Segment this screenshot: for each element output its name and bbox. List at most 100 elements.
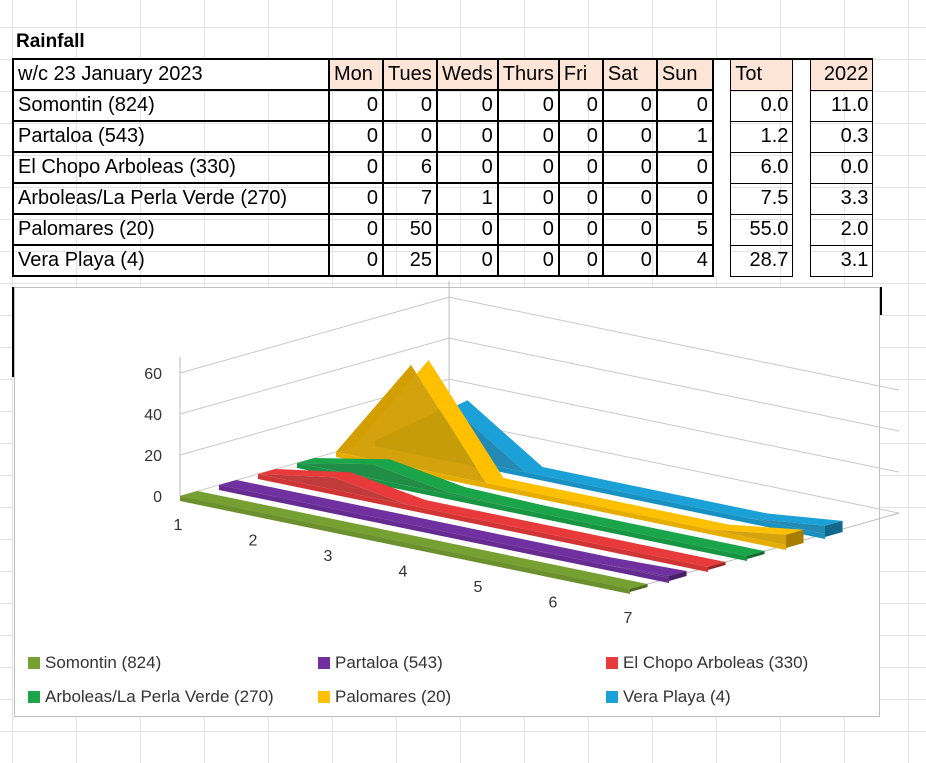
- series-end-cap: [747, 551, 765, 559]
- rainfall-cell-tues[interactable]: 7: [382, 182, 438, 215]
- rainfall-cell-weds[interactable]: 0: [436, 244, 499, 277]
- rainfall-cell-sat[interactable]: 0: [602, 213, 658, 246]
- gridline: [179, 296, 900, 391]
- rainfall-cell-tues[interactable]: 25: [382, 244, 438, 277]
- legend-label: Palomares (20): [335, 687, 452, 706]
- rainfall-cell-sat[interactable]: 0: [602, 182, 658, 215]
- y-tick-label: 60: [144, 366, 162, 383]
- legend-swatch: [606, 657, 618, 669]
- legend-item[interactable]: Vera Playa (4): [606, 687, 731, 707]
- legend-item[interactable]: El Chopo Arboleas (330): [606, 653, 808, 673]
- data-row: Partaloa (543) 0 0 0 0 0 0 1 1.2 0.3: [12, 120, 874, 153]
- total-cell[interactable]: 55.0: [730, 213, 794, 246]
- rainfall-cell-mon[interactable]: 0: [328, 182, 384, 215]
- station-name-cell[interactable]: Arboleas/La Perla Verde (270): [12, 182, 330, 215]
- day-header-sun[interactable]: Sun: [656, 58, 714, 91]
- series-base-band: [258, 474, 708, 572]
- rainfall-cell-weds[interactable]: 0: [436, 120, 499, 153]
- legend-item[interactable]: Palomares (20): [318, 687, 451, 707]
- rainfall-cell-thurs[interactable]: 0: [497, 244, 560, 277]
- rainfall-cell-mon[interactable]: 0: [328, 151, 384, 184]
- rainfall-cell-sun[interactable]: 0: [656, 151, 714, 184]
- rainfall-cell-sat[interactable]: 0: [602, 89, 658, 122]
- rainfall-cell-thurs[interactable]: 0: [497, 213, 560, 246]
- day-header-fri[interactable]: Fri: [558, 58, 604, 91]
- column-gap: [711, 58, 731, 90]
- table-border-left: [12, 287, 14, 377]
- rainfall-cell-sat[interactable]: 0: [602, 120, 658, 153]
- previous-year-cell[interactable]: 0.3: [810, 120, 874, 153]
- previous-year-cell[interactable]: 2.0: [810, 213, 874, 246]
- legend-label: El Chopo Arboleas (330): [623, 653, 809, 672]
- series-ribbon: [180, 491, 648, 589]
- rainfall-chart[interactable]: [14, 287, 880, 717]
- column-gap: [792, 58, 811, 90]
- series-base-band: [180, 496, 630, 594]
- rainfall-cell-tues[interactable]: 6: [382, 151, 438, 184]
- station-name-cell[interactable]: Palomares (20): [12, 213, 330, 246]
- rainfall-cell-fri[interactable]: 0: [558, 120, 604, 153]
- rainfall-cell-weds[interactable]: 0: [436, 89, 499, 122]
- station-name-cell[interactable]: Somontin (824): [12, 89, 330, 122]
- rainfall-cell-sat[interactable]: 0: [602, 244, 658, 277]
- rainfall-cell-thurs[interactable]: 0: [497, 151, 560, 184]
- legend-label: Somontin (824): [45, 653, 162, 672]
- rainfall-cell-weds[interactable]: 0: [436, 213, 499, 246]
- previous-year-cell[interactable]: 3.1: [810, 244, 874, 277]
- station-name-cell[interactable]: El Chopo Arboleas (330): [12, 151, 330, 184]
- legend-label: Arboleas/La Perla Verde (270): [45, 687, 274, 706]
- rainfall-cell-fri[interactable]: 0: [558, 182, 604, 215]
- day-header-sat[interactable]: Sat: [602, 58, 658, 91]
- rainfall-cell-sun[interactable]: 5: [656, 213, 714, 246]
- legend-item[interactable]: Somontin (824): [28, 653, 161, 673]
- x-tick-label: 7: [624, 610, 633, 627]
- rainfall-cell-mon[interactable]: 0: [328, 89, 384, 122]
- column-gap: [711, 245, 731, 276]
- rainfall-cell-sat[interactable]: 0: [602, 151, 658, 184]
- rainfall-cell-sun[interactable]: 4: [656, 244, 714, 277]
- rainfall-cell-mon[interactable]: 0: [328, 213, 384, 246]
- rainfall-cell-fri[interactable]: 0: [558, 151, 604, 184]
- rainfall-cell-weds[interactable]: 1: [436, 182, 499, 215]
- rainfall-table: w/c 23 January 2023 Mon Tues Weds Thurs …: [12, 58, 874, 277]
- rainfall-cell-tues[interactable]: 0: [382, 89, 438, 122]
- day-header-tues[interactable]: Tues: [382, 58, 438, 91]
- rainfall-cell-weds[interactable]: 0: [436, 151, 499, 184]
- total-cell[interactable]: 6.0: [730, 151, 794, 184]
- x-tick-label: 5: [474, 579, 483, 596]
- rainfall-cell-mon[interactable]: 0: [328, 120, 384, 153]
- previous-year-cell[interactable]: 3.3: [810, 182, 874, 215]
- total-cell[interactable]: 28.7: [730, 244, 794, 277]
- rainfall-cell-thurs[interactable]: 0: [497, 89, 560, 122]
- day-header-thurs[interactable]: Thurs: [497, 58, 560, 91]
- rainfall-cell-sun[interactable]: 0: [656, 89, 714, 122]
- day-header-weds[interactable]: Weds: [436, 58, 499, 91]
- total-cell[interactable]: 1.2: [730, 120, 794, 153]
- station-name-cell[interactable]: Partaloa (543): [12, 120, 330, 153]
- series-ribbon: [297, 458, 765, 556]
- legend-item[interactable]: Partaloa (543): [318, 653, 443, 673]
- rainfall-cell-sun[interactable]: 0: [656, 182, 714, 215]
- rainfall-cell-tues[interactable]: 0: [382, 120, 438, 153]
- day-header-mon[interactable]: Mon: [328, 58, 384, 91]
- chart-legend: Somontin (824) Partaloa (543) El Chopo Arb…: [28, 653, 868, 713]
- total-cell[interactable]: 0.0: [730, 89, 794, 122]
- rainfall-cell-thurs[interactable]: 0: [497, 120, 560, 153]
- rainfall-cell-fri[interactable]: 0: [558, 213, 604, 246]
- rainfall-cell-thurs[interactable]: 0: [497, 182, 560, 215]
- previous-year-cell[interactable]: 0.0: [810, 151, 874, 184]
- rainfall-cell-fri[interactable]: 0: [558, 244, 604, 277]
- rainfall-cell-tues[interactable]: 50: [382, 213, 438, 246]
- series-area: [336, 365, 786, 545]
- previous-year-header[interactable]: 2022: [810, 58, 874, 91]
- series-ribbon: [336, 360, 804, 535]
- series-end-cap: [669, 571, 687, 581]
- legend-item[interactable]: Arboleas/La Perla Verde (270): [28, 687, 274, 707]
- station-name-cell[interactable]: Vera Playa (4): [12, 244, 330, 277]
- week-commencing-label[interactable]: w/c 23 January 2023: [12, 58, 330, 91]
- sheet-title: Rainfall: [16, 31, 85, 52]
- rainfall-cell-sun[interactable]: 1: [656, 120, 714, 153]
- total-header[interactable]: Tot: [730, 58, 794, 91]
- rainfall-cell-mon[interactable]: 0: [328, 244, 384, 277]
- rainfall-cell-fri[interactable]: 0: [558, 89, 604, 122]
